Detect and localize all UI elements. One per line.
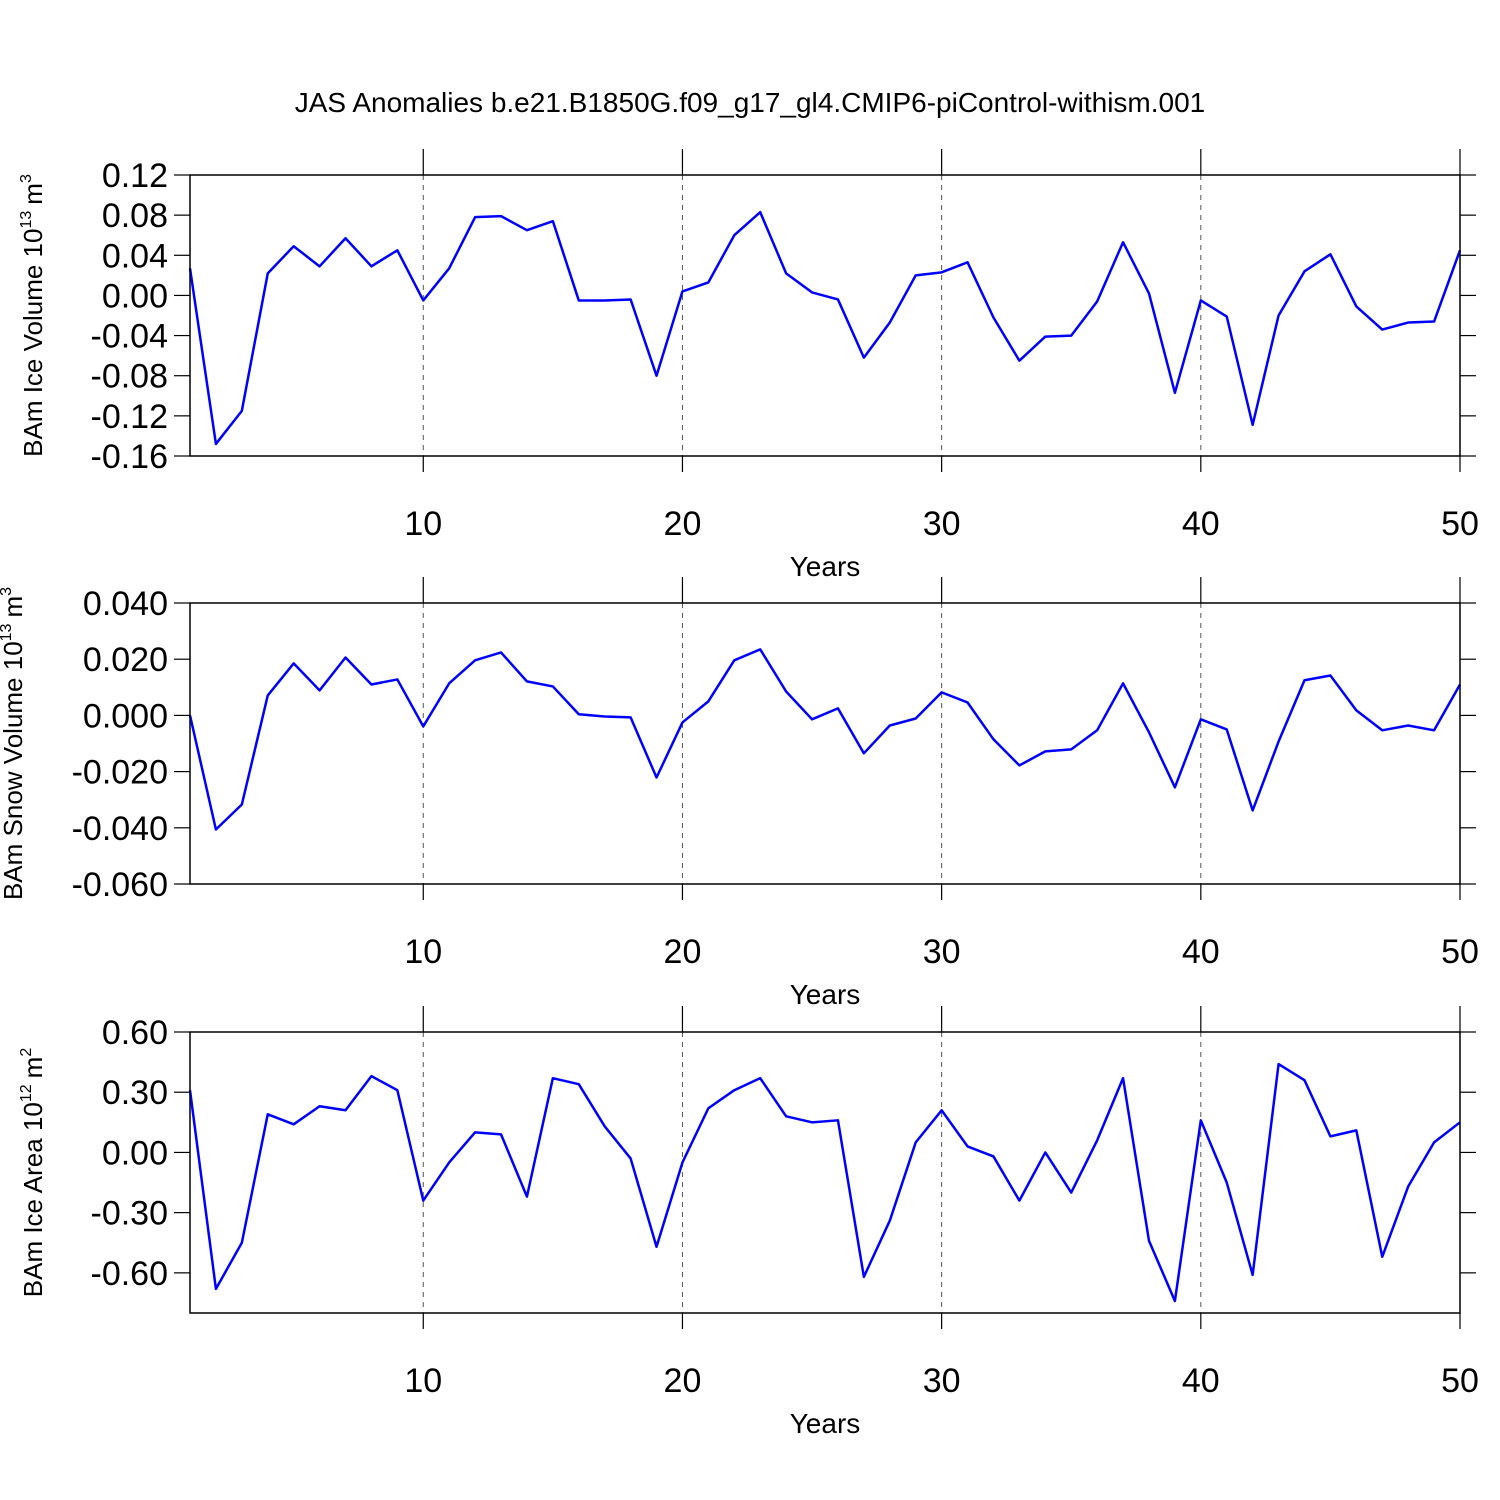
y-tick-label: -0.08 — [91, 358, 169, 396]
y-axis-label-superscript: 2 — [18, 1048, 35, 1057]
x-tick-label: 50 — [1441, 933, 1479, 971]
panel: 10 20 30 40 50 0.040 0.020 0.000 -0.020 -0.040 -0.… — [0, 577, 1479, 1010]
y-tick-label: 0.60 — [102, 1014, 168, 1052]
y-tick-label: -0.30 — [91, 1195, 169, 1233]
figure-title: JAS Anomalies b.e21.B1850G.f09_g17_gl4.C… — [295, 87, 1206, 118]
x-tick-label: 40 — [1182, 505, 1220, 543]
y-tick-label: -0.04 — [91, 318, 169, 356]
x-axis-label: Years — [790, 551, 861, 582]
y-tick-label: 0.00 — [102, 1134, 168, 1172]
y-axis-label-part: BAm Ice Volume 10 — [18, 229, 48, 457]
plot-frame — [189, 174, 1461, 457]
y-axis-label-part: m — [0, 596, 28, 618]
x-tick-label: 10 — [404, 933, 442, 971]
x-tick-label: 50 — [1441, 505, 1479, 543]
x-tick-label: 40 — [1182, 1362, 1220, 1400]
y-tick-label: -0.16 — [91, 438, 169, 476]
x-tick-label: 30 — [923, 505, 961, 543]
y-axis-label-superscript: 12 — [18, 1084, 35, 1102]
y-tick-label: -0.020 — [72, 754, 168, 792]
y-axis-label: BAm Snow Volume 1013 m3 — [0, 587, 28, 900]
y-tick-label: 0.12 — [102, 157, 168, 195]
data-line — [188, 648, 1462, 831]
x-tick-label: 20 — [664, 933, 702, 971]
y-axis-label-superscript: 13 — [0, 623, 15, 641]
x-tick-label: 20 — [664, 505, 702, 543]
x-axis-label: Years — [790, 979, 861, 1010]
y-axis-label-part: m — [18, 1057, 48, 1079]
data-line — [188, 1062, 1461, 1303]
panel: 10 20 30 40 50 0.60 0.30 0.00 -0.30 -0.60 Years BAm… — [18, 1006, 1479, 1439]
y-axis-label: BAm Ice Volume 1013 m3 — [18, 174, 48, 457]
data-line — [188, 210, 1462, 446]
x-tick-label: 20 — [664, 1362, 702, 1400]
x-tick-label: 30 — [923, 933, 961, 971]
x-tick-label: 10 — [404, 505, 442, 543]
plot-frame — [189, 602, 1461, 885]
y-tick-label: 0.08 — [102, 197, 168, 235]
y-axis-label-part: m — [18, 183, 48, 205]
y-tick-label: -0.12 — [91, 398, 169, 436]
y-axis-label-part: BAm Ice Area 10 — [18, 1102, 48, 1297]
y-tick-label: 0.040 — [83, 585, 168, 623]
panel: 10 20 30 40 500.120.080.040.00-0.04-0.08-0.1… — [18, 149, 1479, 582]
y-tick-label: 0.30 — [102, 1074, 168, 1112]
y-axis-label-superscript: 3 — [18, 174, 35, 183]
y-axis-label: BAm Ice Area 1012 m2 — [18, 1048, 48, 1298]
x-tick-label: 10 — [404, 1362, 442, 1400]
plot-frame — [189, 1031, 1461, 1314]
y-tick-label: 0.000 — [83, 697, 168, 735]
x-tick-label: 30 — [923, 1362, 961, 1400]
x-tick-label: 50 — [1441, 1362, 1479, 1400]
y-axis-label-superscript: 13 — [18, 211, 35, 229]
y-axis-label-part: BAm Snow Volume 10 — [0, 641, 28, 900]
y-tick-label: -0.040 — [72, 810, 168, 848]
y-tick-label: 0.04 — [102, 237, 168, 275]
y-tick-label: 0.020 — [83, 641, 168, 679]
y-tick-label: 0.00 — [102, 277, 168, 315]
y-tick-label: -0.060 — [72, 866, 168, 904]
x-axis-label: Years — [790, 1408, 861, 1439]
y-tick-label: -0.60 — [91, 1255, 169, 1293]
x-tick-label: 40 — [1182, 933, 1220, 971]
y-axis-label-superscript: 3 — [0, 587, 15, 596]
